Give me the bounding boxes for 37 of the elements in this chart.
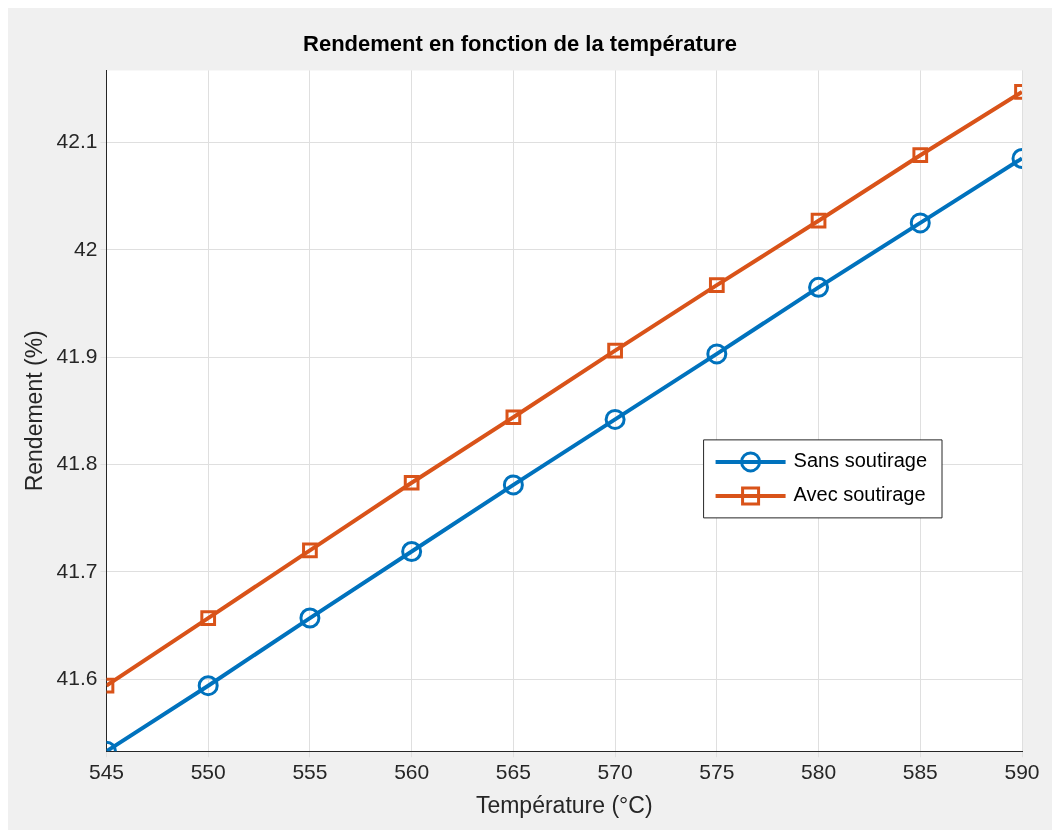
chart-title: Rendement en fonction de la température: [303, 31, 737, 57]
x-tick-label: 565: [495, 759, 531, 783]
legend-label: Avec soutirage: [793, 483, 926, 506]
x-tick-label: 555: [292, 759, 328, 783]
point: [912, 147, 929, 164]
point: [607, 342, 623, 359]
x-tick-label: 560: [394, 759, 430, 783]
x-axis-title: Température (°C): [475, 791, 653, 818]
x-tick-label: 590: [1004, 759, 1040, 783]
point: [401, 540, 423, 562]
point: [810, 212, 827, 229]
point: [604, 408, 626, 430]
y-tick-label: 42.1: [56, 129, 98, 153]
x-tick-label: 580: [801, 759, 837, 783]
point: [299, 607, 321, 629]
x-tick-label: 545: [88, 759, 124, 783]
point: [505, 409, 522, 426]
point: [708, 277, 725, 294]
x-tick-label: 585: [902, 759, 938, 783]
point: [502, 474, 524, 496]
point: [403, 474, 420, 491]
point: [909, 212, 931, 234]
point: [808, 276, 830, 298]
point: [302, 542, 318, 559]
x-tick-label: 575: [699, 759, 735, 783]
legend-label: Sans soutirage: [793, 449, 927, 472]
point: [706, 343, 728, 365]
y-axis-title: Rendement (%): [21, 330, 48, 492]
y-tick-label: 41.6: [56, 666, 98, 690]
x-tick-label: 570: [597, 759, 633, 783]
point: [200, 610, 217, 626]
y-tick-label: 41.7: [56, 558, 98, 582]
x-tick-label: 550: [190, 759, 226, 783]
y-tick-label: 41.8: [56, 451, 98, 475]
y-tick-label: 41.9: [56, 343, 98, 367]
y-tick-label: 42: [74, 236, 98, 260]
point: [197, 675, 219, 697]
